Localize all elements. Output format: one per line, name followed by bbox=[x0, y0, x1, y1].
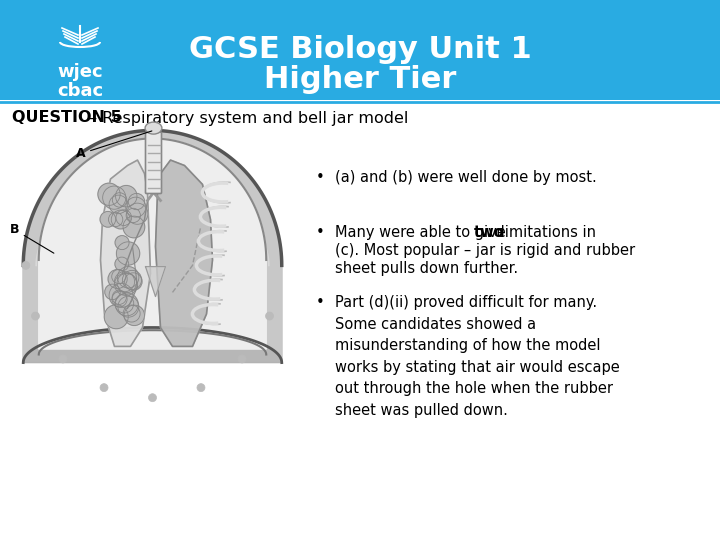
Polygon shape bbox=[145, 267, 166, 296]
Circle shape bbox=[197, 383, 205, 392]
Text: •: • bbox=[315, 225, 325, 240]
Circle shape bbox=[112, 292, 127, 307]
Text: Higher Tier: Higher Tier bbox=[264, 65, 456, 94]
Text: B: B bbox=[9, 223, 54, 253]
Polygon shape bbox=[156, 160, 212, 346]
Circle shape bbox=[114, 272, 135, 292]
Text: (c). Most popular – jar is rigid and rubber: (c). Most popular – jar is rigid and rub… bbox=[335, 243, 635, 258]
Polygon shape bbox=[23, 131, 282, 362]
Circle shape bbox=[266, 312, 274, 320]
FancyBboxPatch shape bbox=[145, 132, 161, 193]
Circle shape bbox=[100, 383, 108, 392]
Circle shape bbox=[112, 290, 127, 305]
Circle shape bbox=[115, 294, 134, 313]
Circle shape bbox=[108, 269, 127, 288]
Circle shape bbox=[117, 242, 140, 265]
Text: (a) and (b) were well done by most.: (a) and (b) were well done by most. bbox=[335, 170, 597, 185]
Circle shape bbox=[116, 185, 137, 207]
Circle shape bbox=[124, 305, 145, 326]
Polygon shape bbox=[101, 160, 150, 346]
Circle shape bbox=[105, 284, 120, 300]
Circle shape bbox=[115, 293, 138, 316]
Text: GCSE Biology Unit 1: GCSE Biology Unit 1 bbox=[189, 36, 531, 64]
Text: two: two bbox=[474, 225, 505, 240]
Circle shape bbox=[98, 183, 120, 205]
Text: limitations in: limitations in bbox=[496, 225, 595, 240]
Circle shape bbox=[116, 210, 132, 226]
Circle shape bbox=[59, 355, 67, 363]
Circle shape bbox=[109, 212, 123, 227]
Circle shape bbox=[112, 210, 130, 229]
Text: sheet pulls down further.: sheet pulls down further. bbox=[335, 261, 518, 276]
Circle shape bbox=[112, 269, 126, 284]
Circle shape bbox=[126, 208, 140, 222]
Text: QUESTION 5: QUESTION 5 bbox=[12, 111, 122, 125]
Circle shape bbox=[103, 186, 126, 209]
Circle shape bbox=[22, 261, 30, 269]
Circle shape bbox=[128, 193, 145, 210]
Polygon shape bbox=[39, 139, 266, 349]
Circle shape bbox=[127, 203, 148, 224]
Bar bbox=[0, 0, 720, 100]
Text: •: • bbox=[315, 170, 325, 185]
Circle shape bbox=[109, 284, 133, 307]
Text: cbac: cbac bbox=[57, 82, 103, 100]
Text: •: • bbox=[315, 295, 325, 310]
Circle shape bbox=[125, 273, 142, 291]
Text: Many were able to give: Many were able to give bbox=[335, 225, 510, 240]
Circle shape bbox=[123, 305, 140, 322]
Circle shape bbox=[118, 296, 139, 317]
Circle shape bbox=[115, 257, 129, 271]
Circle shape bbox=[123, 216, 145, 238]
Circle shape bbox=[100, 212, 116, 227]
Circle shape bbox=[238, 355, 246, 363]
Circle shape bbox=[117, 267, 139, 288]
Circle shape bbox=[122, 271, 142, 289]
Circle shape bbox=[112, 193, 127, 207]
Text: Part (d)(ii) proved difficult for many.
Some candidates showed a
misunderstandin: Part (d)(ii) proved difficult for many. … bbox=[335, 295, 620, 418]
Circle shape bbox=[32, 312, 40, 320]
Circle shape bbox=[114, 273, 137, 295]
Circle shape bbox=[115, 235, 129, 249]
Circle shape bbox=[126, 197, 145, 217]
Text: – Respiratory system and bell jar model: – Respiratory system and bell jar model bbox=[84, 111, 408, 125]
Circle shape bbox=[148, 394, 156, 402]
Ellipse shape bbox=[145, 122, 162, 134]
Text: wjec: wjec bbox=[57, 63, 103, 81]
Circle shape bbox=[104, 305, 128, 329]
Polygon shape bbox=[23, 131, 282, 362]
Circle shape bbox=[117, 273, 137, 293]
Text: A: A bbox=[76, 131, 152, 160]
Circle shape bbox=[109, 195, 127, 214]
